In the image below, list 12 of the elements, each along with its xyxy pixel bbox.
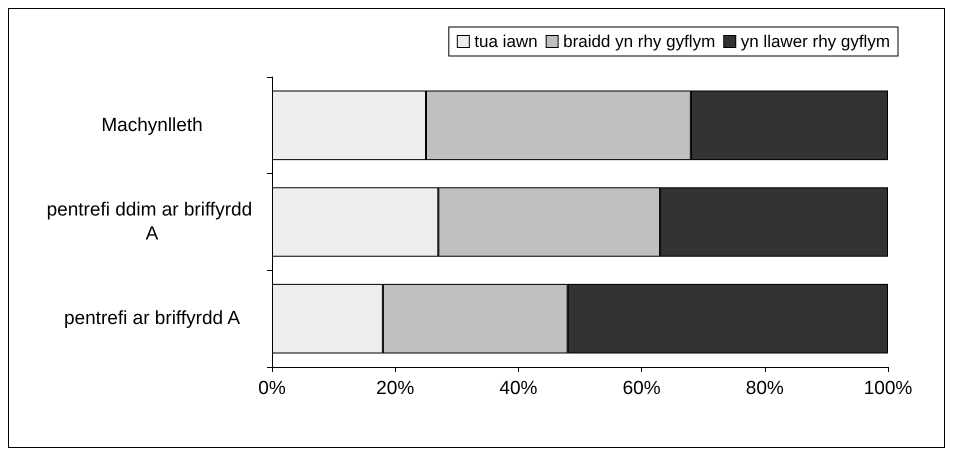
- legend-label: braidd yn rhy gyflym: [563, 32, 716, 51]
- x-tick-label: 100%: [864, 378, 912, 399]
- x-tick-label: 20%: [376, 378, 414, 399]
- x-tick-label: 0%: [258, 378, 286, 399]
- x-tick-label: 80%: [746, 378, 784, 399]
- legend-label: yn llawer rhy gyflym: [740, 32, 890, 51]
- y-tick-label: Machynlleth: [101, 114, 203, 136]
- legend-label: tua iawn: [474, 32, 538, 51]
- y-tick-label: pentrefi ar briffyrdd A: [64, 308, 240, 330]
- x-tick-label: 60%: [622, 378, 661, 399]
- y-tick-label: pentrefi ddim ar briffyrdd A: [46, 200, 258, 244]
- x-tick-label: 40%: [499, 378, 538, 399]
